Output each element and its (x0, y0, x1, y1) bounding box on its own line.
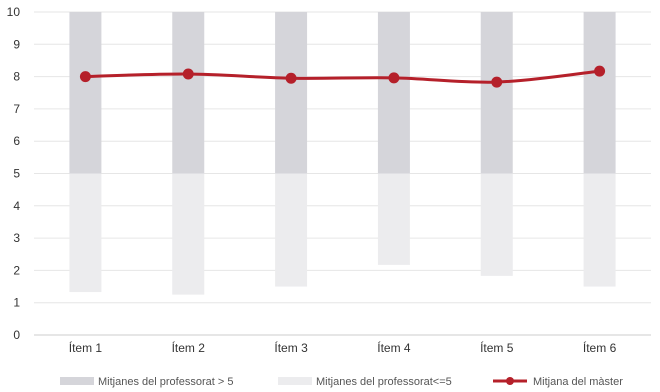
range-bar (69, 173, 102, 293)
range-bar (583, 173, 616, 287)
y-tick-label: 6 (13, 134, 20, 148)
range-bar (69, 12, 102, 174)
y-tick-label: 7 (13, 102, 20, 116)
y-tick-label: 4 (13, 199, 20, 213)
range-bar (275, 12, 308, 174)
legend-swatch (278, 377, 312, 385)
y-tick-label: 10 (7, 5, 21, 19)
legend: Mitjanes del professorat > 5 Mitjanes del… (60, 376, 623, 388)
range-bar (275, 173, 308, 287)
x-axis: Ítem 1 Ítem 2 Ítem 3 Ítem 4 Ítem 5 Ítem 6 (69, 340, 617, 355)
range-bar (480, 173, 513, 276)
range-bar (377, 12, 410, 174)
range-bar (377, 173, 410, 265)
legend-label: Mitjanes del professorat<=5 (316, 376, 452, 388)
x-tick-label: Ítem 2 (172, 340, 206, 355)
y-axis: 0 1 2 3 4 5 6 7 8 9 10 (7, 5, 21, 342)
y-tick-label: 8 (13, 70, 20, 84)
legend-swatch (60, 377, 94, 385)
y-tick-label: 9 (13, 37, 20, 51)
data-point (491, 76, 503, 88)
range-bar (172, 12, 205, 174)
legend-label: Mitjana del màster (533, 376, 623, 388)
range-bar (172, 173, 205, 295)
y-tick-label: 1 (13, 296, 20, 310)
data-point (594, 65, 606, 77)
y-tick-label: 0 (13, 328, 20, 342)
data-point (182, 68, 194, 80)
range-bars (69, 12, 616, 295)
x-tick-label: Ítem 5 (480, 340, 514, 355)
legend-label: Mitjanes del professorat > 5 (98, 376, 233, 388)
range-bar (583, 12, 616, 174)
x-tick-label: Ítem 3 (274, 340, 308, 355)
x-tick-label: Ítem 4 (377, 340, 411, 355)
range-bar (480, 12, 513, 174)
legend-marker (506, 377, 514, 385)
master-average-line (79, 65, 606, 88)
data-point (285, 72, 297, 84)
data-point (79, 71, 91, 83)
series-line (85, 69, 600, 84)
y-tick-label: 3 (13, 231, 20, 245)
y-tick-label: 5 (13, 167, 20, 181)
gridlines (34, 11, 651, 336)
data-point (388, 72, 400, 84)
x-tick-label: Ítem 1 (69, 340, 103, 355)
x-tick-label: Ítem 6 (583, 340, 617, 355)
y-tick-label: 2 (13, 263, 20, 277)
